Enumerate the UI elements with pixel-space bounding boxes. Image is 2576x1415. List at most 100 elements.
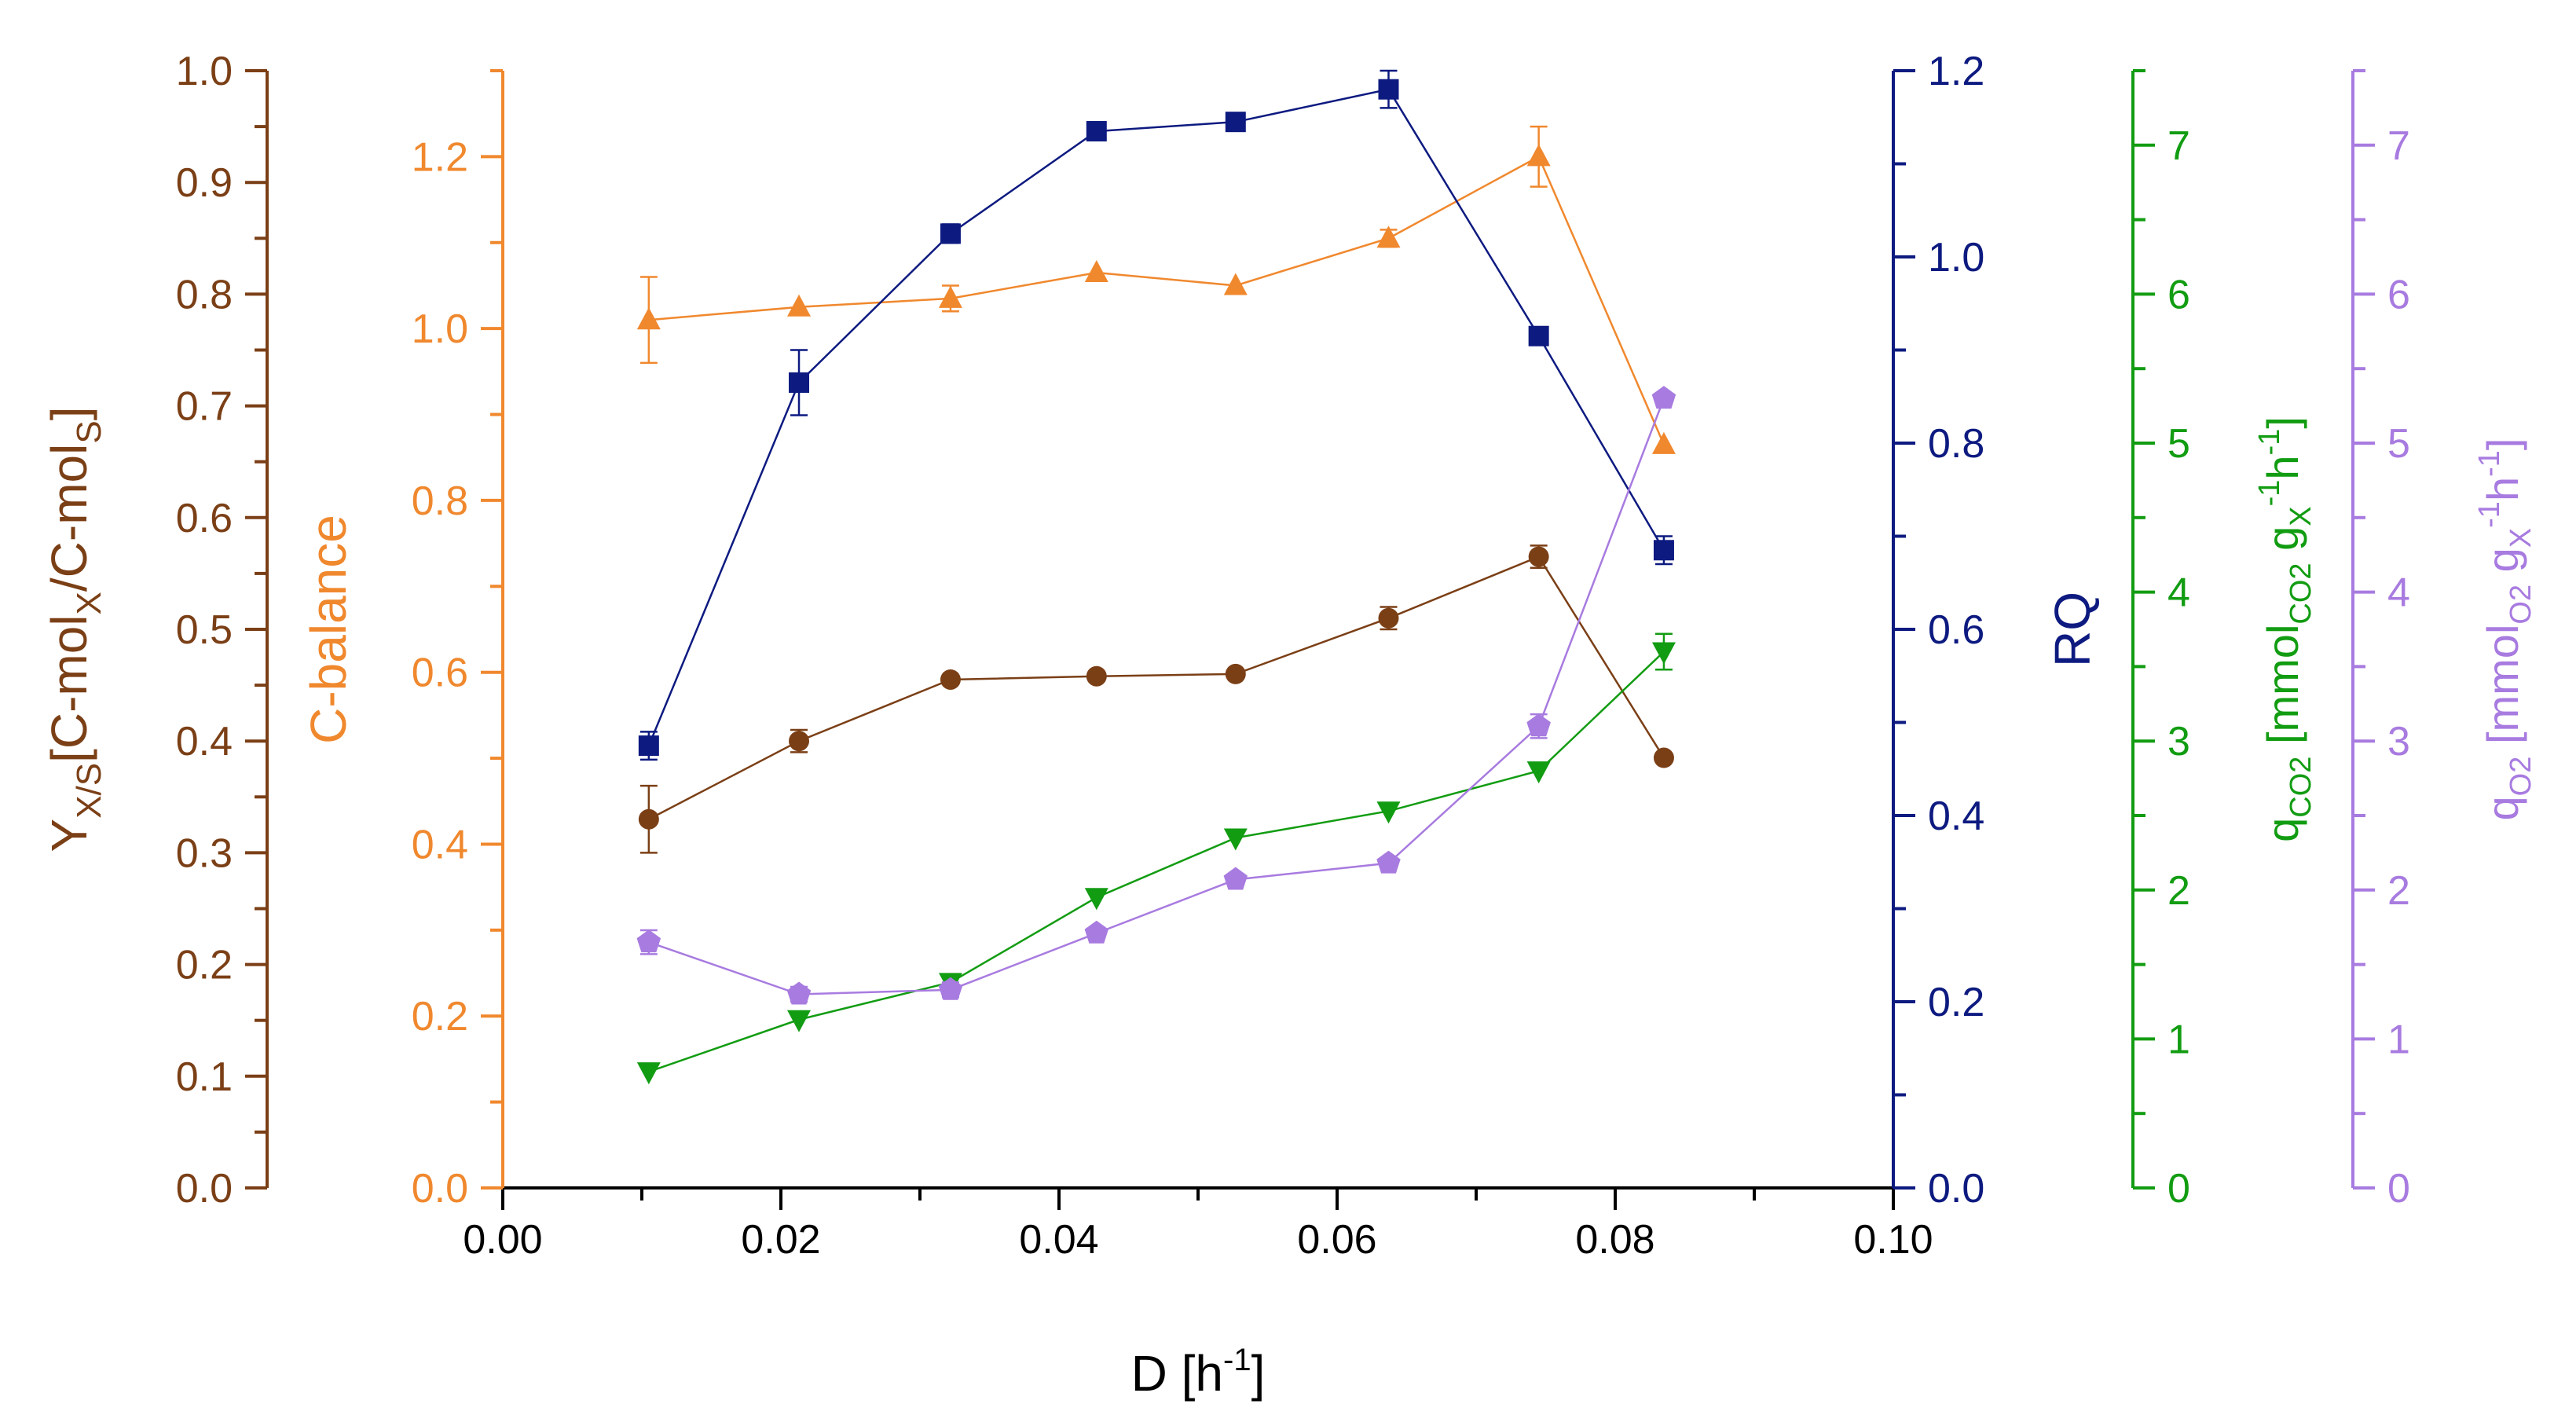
- qo2-point: [1376, 850, 1401, 874]
- qco2-tick-label: 0: [2167, 1166, 2190, 1212]
- yxs-tick-label: 1.0: [176, 49, 233, 94]
- cbal-tick-label: 1.0: [412, 306, 468, 352]
- yxs-tick-label: 0.9: [176, 160, 233, 206]
- rq-tick-label: 0.8: [1928, 421, 1984, 467]
- qo2-point: [1526, 713, 1551, 737]
- qo2-point: [1651, 386, 1676, 409]
- cbal-point: [1651, 431, 1676, 454]
- cbal-point: [636, 307, 661, 330]
- rq-point: [789, 372, 810, 393]
- x-tick-label: 0.06: [1297, 1217, 1376, 1263]
- rq-point: [1378, 79, 1399, 100]
- yxs-tick-label: 0.2: [176, 943, 233, 988]
- axes-layer: 0.00 0.02 0.04 0.06 0.08 0.10D [h-1]0.00.10.2…: [41, 49, 2538, 1402]
- qo2-tick-label: 5: [2387, 421, 2410, 467]
- qco2-point: [1376, 801, 1401, 824]
- rq-point: [1086, 121, 1107, 142]
- yxs-tick-label: 0.3: [176, 830, 233, 876]
- qo2-point: [938, 977, 963, 1000]
- qco2-point: [1526, 761, 1551, 784]
- qo2-tick-label: 6: [2387, 272, 2410, 317]
- qo2-point: [1223, 867, 1248, 890]
- yxs-point: [1086, 665, 1107, 687]
- rq-tick-label: 1.2: [1928, 49, 1984, 94]
- qco2-axis-title: qCO2 [mmolCO2 gX-1h-1]: [2253, 416, 2318, 842]
- x-tick-label: 0.00: [463, 1217, 542, 1263]
- qo2-point: [636, 929, 661, 953]
- qco2-point: [1084, 888, 1108, 911]
- qco2-series-line: [648, 651, 1665, 1073]
- qco2-tick-label: 1: [2167, 1017, 2190, 1062]
- cbal-point: [787, 294, 812, 317]
- qco2-tick-label: 3: [2167, 719, 2190, 764]
- x-tick-label: 0.02: [741, 1217, 820, 1263]
- cbal-tick-label: 0.0: [412, 1166, 468, 1212]
- rq-point: [638, 735, 659, 757]
- yxs-point: [940, 669, 961, 690]
- rq-tick-label: 0.4: [1928, 794, 1984, 839]
- yxs-tick-label: 0.8: [176, 272, 233, 317]
- x-tick-label: 0.10: [1853, 1217, 1933, 1263]
- qco2-tick-label: 7: [2167, 123, 2190, 169]
- yxs-point: [1225, 663, 1246, 684]
- yxs-tick-label: 0.0: [176, 1166, 233, 1212]
- qco2-point: [1651, 642, 1676, 665]
- rq-tick-label: 0.6: [1928, 607, 1984, 653]
- x-tick-label: 0.08: [1575, 1217, 1654, 1263]
- qo2-tick-label: 7: [2387, 123, 2410, 169]
- qco2-tick-label: 5: [2167, 421, 2190, 467]
- qo2-tick-label: 3: [2387, 719, 2410, 764]
- qco2-point: [636, 1062, 661, 1085]
- yxs-point: [638, 808, 659, 830]
- x-tick-label: 0.04: [1019, 1217, 1098, 1263]
- cbal-axis-title: C-balance: [300, 515, 357, 744]
- rq-tick-label: 1.0: [1928, 235, 1984, 280]
- qco2-tick-label: 4: [2167, 570, 2190, 616]
- qo2-axis-title: qO2 [mmolO2 gX-1h-1]: [2473, 438, 2538, 821]
- qo2-tick-label: 4: [2387, 570, 2410, 616]
- yxs-tick-label: 0.4: [176, 719, 233, 764]
- qo2-tick-label: 0: [2387, 1166, 2410, 1212]
- yxs-axis-title: YX/S[C-molX/C-molS]: [41, 407, 108, 852]
- cbal-point: [1526, 144, 1551, 167]
- cbal-tick-label: 0.8: [412, 478, 468, 524]
- rq-point: [1225, 112, 1246, 133]
- cbal-point: [1084, 260, 1108, 283]
- rq-tick-label: 0.0: [1928, 1166, 1984, 1212]
- yxs-point: [1528, 546, 1549, 567]
- qo2-tick-label: 1: [2387, 1017, 2410, 1062]
- cbal-point: [938, 285, 962, 308]
- rq-tick-label: 0.2: [1928, 980, 1984, 1025]
- cbal-series-line: [648, 155, 1665, 445]
- qo2-tick-label: 2: [2387, 868, 2410, 914]
- yxs-series-line: [648, 555, 1665, 820]
- cbal-tick-label: 0.4: [412, 822, 468, 867]
- cbal-tick-label: 0.6: [412, 651, 468, 696]
- series-layer: [636, 69, 1676, 1085]
- qo2-series-line: [648, 398, 1665, 995]
- qo2-point: [1084, 920, 1108, 944]
- yxs-point: [789, 731, 810, 752]
- yxs-tick-label: 0.6: [176, 496, 233, 541]
- rq-point: [1528, 325, 1549, 346]
- yxs-point: [1653, 747, 1674, 768]
- yxs-tick-label: 0.5: [176, 607, 233, 653]
- cbal-tick-label: 1.2: [412, 134, 468, 180]
- qco2-tick-label: 6: [2167, 272, 2190, 317]
- yxs-tick-label: 0.1: [176, 1054, 233, 1100]
- x-axis-title: D [h-1]: [1131, 1343, 1266, 1402]
- qco2-tick-label: 2: [2167, 868, 2190, 914]
- rq-series-line: [647, 88, 1665, 746]
- yxs-tick-label: 0.7: [176, 384, 233, 430]
- rq-point: [1653, 540, 1674, 561]
- rq-axis-title: RQ: [2044, 592, 2101, 667]
- yxs-point: [1378, 607, 1399, 629]
- cbal-tick-label: 0.2: [412, 994, 468, 1039]
- cbal-point: [1223, 273, 1248, 295]
- qco2-point: [1223, 828, 1248, 851]
- qo2-point: [786, 981, 812, 1005]
- qco2-point: [787, 1010, 812, 1032]
- rq-point: [940, 223, 961, 244]
- cbal-point: [1376, 225, 1401, 248]
